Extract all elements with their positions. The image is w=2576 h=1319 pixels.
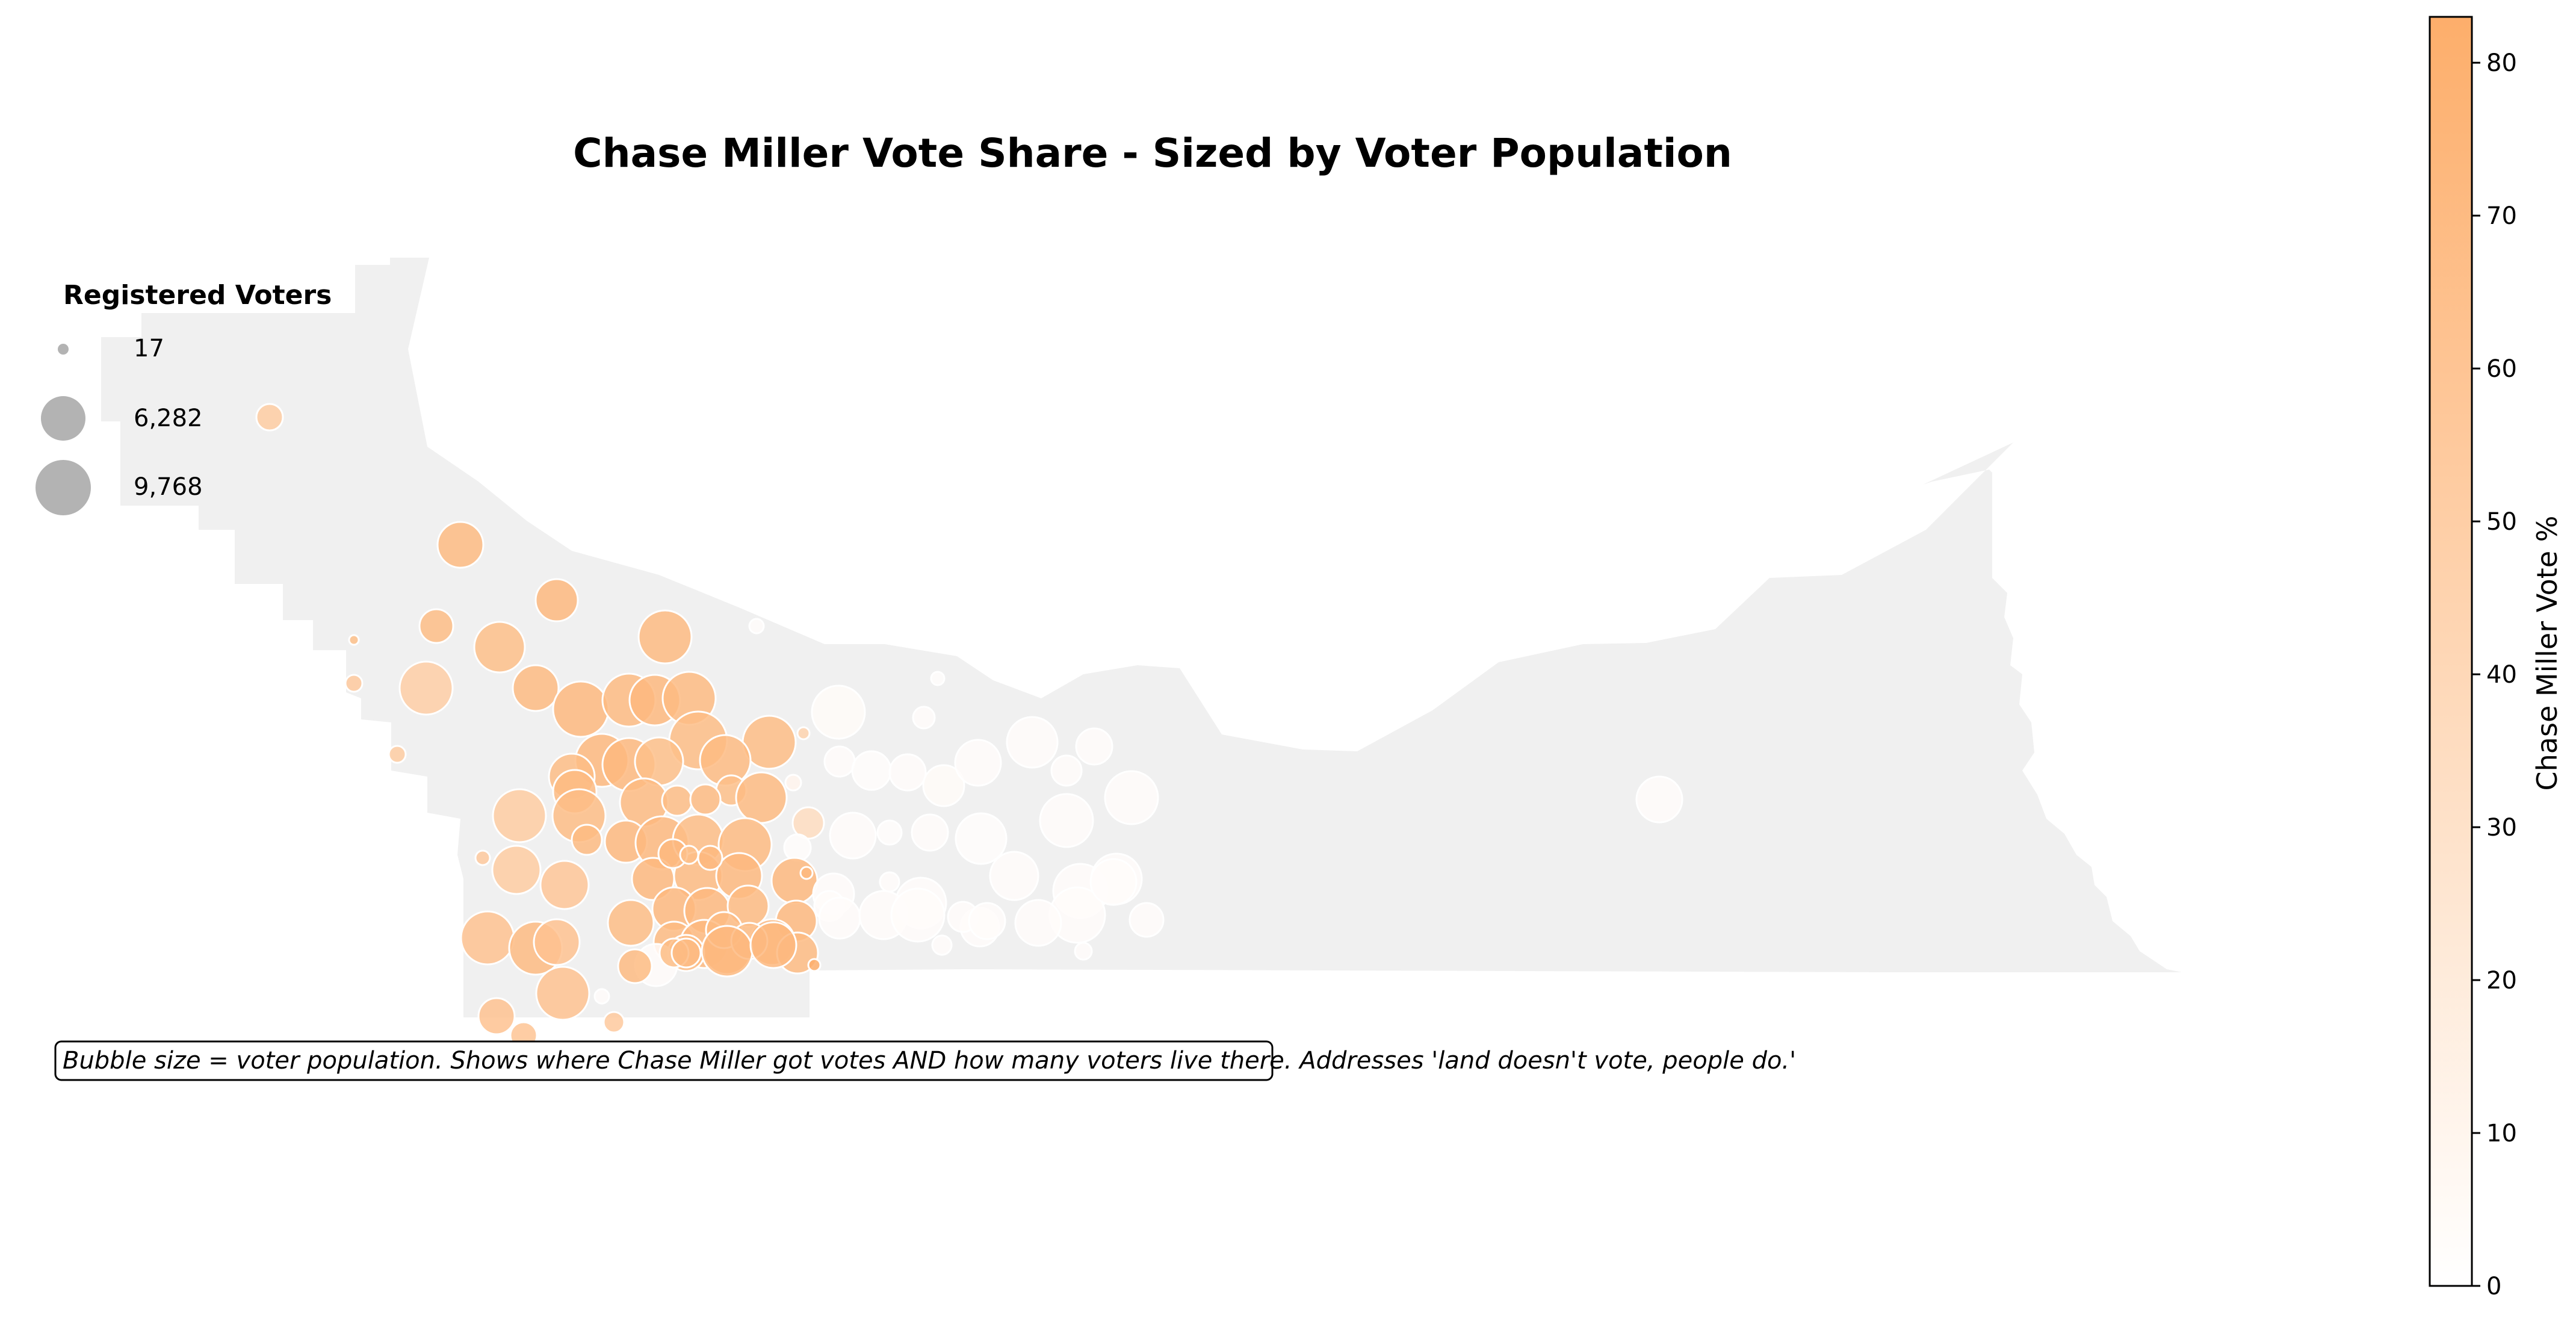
colorbar-tick-label: 30 — [2486, 814, 2517, 842]
annotation-text: Bubble size = voter population. Shows wh… — [63, 1047, 1796, 1075]
colorbar-label: Chase Miller Vote % — [2531, 516, 2563, 791]
precinct-bubble — [1006, 716, 1059, 769]
precinct-bubble — [770, 857, 819, 905]
annotation-box: Bubble size = voter population. Shows wh… — [54, 1040, 1796, 1081]
size-legend: Registered Voters 17 6,282 9,768 — [36, 280, 332, 515]
precinct-bubble — [1104, 770, 1159, 825]
colorbar-tick-label: 50 — [2486, 508, 2517, 536]
legend-title: Registered Voters — [63, 280, 332, 311]
colorbar-tick-label: 20 — [2486, 967, 2517, 995]
legend-bubble-small — [58, 344, 69, 355]
precinct-bubble — [749, 921, 797, 969]
precinct-bubble — [697, 845, 723, 871]
precinct-bubble — [474, 849, 491, 866]
precinct-bubble — [955, 812, 1008, 865]
precinct-bubble — [735, 771, 788, 824]
precinct-bubble — [602, 1011, 625, 1034]
precinct-bubble — [533, 918, 581, 966]
precinct-bubble — [912, 706, 936, 730]
precinct-bubble — [679, 845, 699, 865]
precinct-bubble — [1014, 899, 1062, 947]
precinct-bubble — [748, 618, 765, 635]
precinct-bubble — [552, 680, 610, 738]
precinct-bubble — [954, 739, 1002, 787]
precinct-bubble — [1075, 727, 1113, 766]
precinct-bubble — [571, 824, 603, 856]
precinct-bubble — [799, 866, 814, 880]
precinct-bubble — [512, 664, 560, 712]
precinct-bubble — [436, 521, 485, 569]
precinct-bubble — [593, 988, 610, 1005]
precinct-bubble — [890, 887, 946, 943]
precinct-bubble — [784, 774, 802, 792]
precinct-bubble — [1039, 793, 1094, 848]
legend-label-small: 17 — [134, 335, 164, 362]
colorbar-tick-label: 60 — [2486, 355, 2517, 383]
precinct-bubble — [491, 845, 542, 895]
legend-bubble-medium — [41, 396, 85, 441]
precinct-bubble — [418, 608, 454, 644]
precinct-bubble — [931, 934, 953, 956]
colorbar-ticks: 0 10 20 30 40 50 60 70 80 — [2472, 49, 2517, 1300]
precinct-bubble — [1129, 902, 1165, 938]
precinct-bubble — [930, 671, 946, 686]
colorbar-tick-label: 0 — [2486, 1273, 2501, 1300]
precinct-bubble — [807, 958, 822, 972]
precinct-bubble — [637, 609, 693, 665]
legend-label-large: 9,768 — [134, 473, 203, 501]
precinct-bubble — [989, 851, 1039, 901]
precinct-bubble — [534, 578, 579, 622]
precinct-bubble — [460, 910, 515, 966]
precinct-bubble — [348, 634, 360, 646]
colorbar-tick-label: 80 — [2486, 49, 2517, 77]
bubble-layer — [255, 403, 1683, 1050]
precinct-bubble — [823, 745, 856, 778]
precinct-bubble — [670, 937, 702, 969]
precinct-bubble — [1074, 942, 1093, 961]
precinct-bubble — [1089, 858, 1138, 906]
colorbar-tick-label: 70 — [2486, 202, 2517, 230]
colorbar-tick-label: 10 — [2486, 1120, 2517, 1147]
legend-bubble-large — [36, 460, 91, 515]
colorbar: 0 10 20 30 40 50 60 70 80 Chase Miller Vote % — [2429, 16, 2563, 1300]
legend-label-medium: 6,282 — [134, 405, 203, 432]
precinct-bubble — [398, 660, 454, 716]
precinct-bubble — [617, 948, 653, 984]
precinct-bubble — [492, 788, 547, 843]
precinct-bubble — [344, 674, 364, 693]
precinct-bubble — [535, 966, 590, 1021]
precinct-bubble — [783, 833, 812, 862]
precinct-bubble — [539, 860, 590, 910]
precinct-bubble — [851, 750, 892, 791]
precinct-bubble — [1050, 754, 1083, 787]
precinct-bubble — [911, 813, 949, 852]
precinct-bubble — [829, 812, 877, 860]
precinct-bubble — [255, 403, 284, 432]
precinct-bubble — [818, 896, 861, 940]
precinct-bubble — [661, 784, 693, 817]
precinct-bubble — [473, 621, 526, 674]
annotation-frame — [54, 1040, 1274, 1081]
precinct-bubble — [701, 925, 754, 978]
precinct-bubble — [388, 745, 407, 764]
precinct-bubble — [968, 902, 1006, 940]
precinct-bubble — [689, 783, 722, 816]
precinct-bubble — [888, 753, 927, 792]
precinct-bubble — [922, 764, 965, 807]
map-title: Chase Miller Vote Share - Sized by Voter… — [573, 130, 1732, 176]
precinct-bubble — [811, 684, 866, 740]
precinct-bubble — [796, 726, 811, 740]
colorbar-tick-label: 40 — [2486, 661, 2517, 689]
precinct-bubble — [876, 819, 903, 846]
colorbar-gradient — [2429, 16, 2473, 1287]
precinct-bubble — [1635, 775, 1683, 824]
precinct-bubble — [879, 871, 900, 893]
precinct-bubble — [607, 899, 655, 947]
precinct-bubble — [477, 997, 516, 1035]
